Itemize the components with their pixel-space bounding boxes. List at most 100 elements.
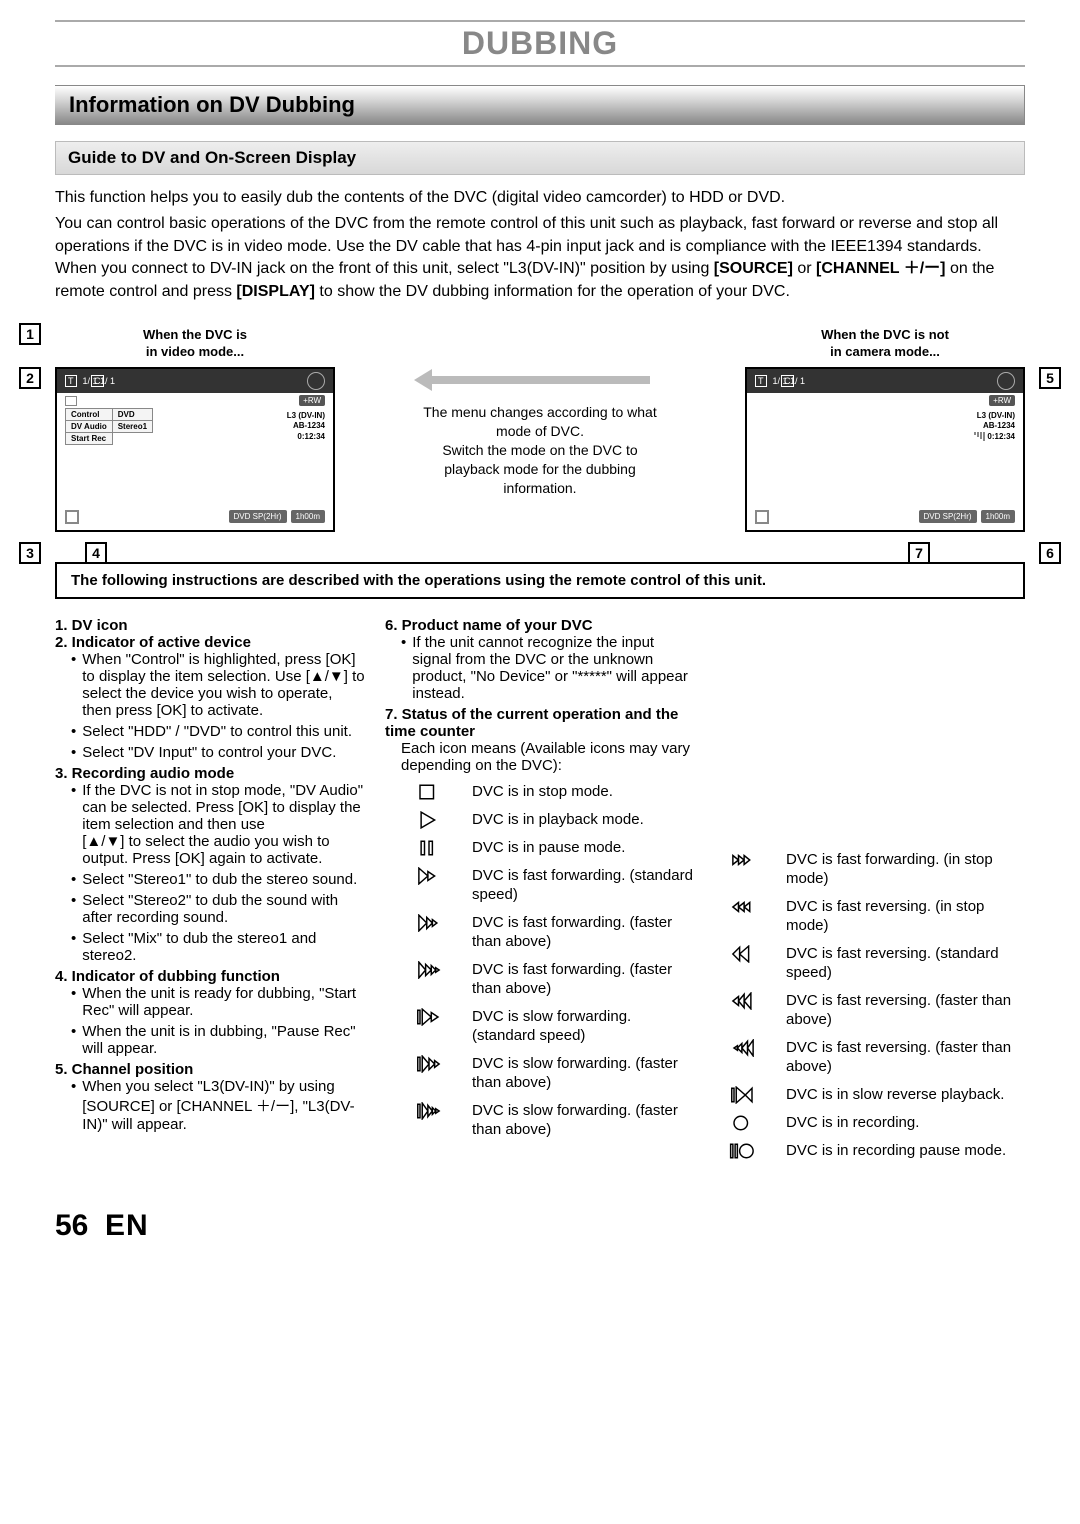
info-line: AB-1234 (287, 421, 325, 431)
bullet-text: When the unit is in dubbing, "Pause Rec"… (82, 1023, 365, 1057)
c-icon: C (91, 375, 104, 387)
channel-label: [CHANNEL ＋/ー] (816, 260, 945, 277)
icon-desc: DVC is in pause mode. (472, 838, 625, 858)
bullet-text: Select "Stereo2" to dub the sound with a… (82, 892, 365, 926)
center-caption: The menu changes according to what mode … (420, 403, 660, 497)
icon-desc: DVC is fast reversing. (standard speed) (786, 944, 1025, 983)
bottom-right: DVD SP(2Hr) 1h00m (229, 510, 325, 523)
ctrl-cell: Stereo1 (112, 420, 152, 432)
icon-desc: DVC is in stop mode. (472, 782, 613, 802)
rec-icon (715, 1113, 770, 1133)
item-2-title: 2. Indicator of active device (55, 634, 365, 651)
footer: 56 EN (55, 1209, 1025, 1243)
callout-5: 5 (1039, 367, 1061, 389)
col-1: 1. DV icon 2. Indicator of active device… (55, 617, 365, 1169)
ctrl-cell: Start Rec (66, 432, 113, 444)
page-title: DUBBING (55, 20, 1025, 67)
bullet-text: If the unit cannot recognize the input s… (412, 634, 695, 702)
sf2-icon (401, 1054, 456, 1074)
stop-box-icon (755, 510, 769, 524)
panel-info: L3 (DV-IN) AB-1234 0:12:34 (287, 411, 325, 442)
panel-left-caption: When the DVC is in video mode... (55, 327, 335, 361)
panel-top-bar: T 1/ 1 1/ 1 C (57, 369, 333, 393)
info-line: 0:12:34 (287, 432, 325, 442)
bullet: Select "HDD" / "DVD" to control this uni… (71, 723, 365, 740)
icon-row: DVC is fast reversing. (standard speed) (715, 944, 1025, 983)
intro-p1: This function helps you to easily dub th… (55, 187, 1025, 209)
icon-desc: DVC is fast forwarding. (faster than abo… (472, 960, 695, 999)
icon-row: DVC is fast forwarding. (faster than abo… (401, 913, 695, 952)
info-line: L3 (DV-IN) (287, 411, 325, 421)
diagram-area: When the DVC is in video mode... T 1/ 1 … (55, 327, 1025, 532)
callout-6: 6 (1039, 542, 1061, 564)
icon-row: DVC is fast forwarding. (in stop mode) (715, 850, 1025, 889)
icon-desc: DVC is slow forwarding. (standard speed) (472, 1007, 695, 1046)
icon-desc: DVC is in slow reverse playback. (786, 1085, 1004, 1105)
panel-left: When the DVC is in video mode... T 1/ 1 … (55, 327, 335, 532)
panel-bottom: DVD SP(2Hr) 1h00m (755, 510, 1015, 524)
osd-panel-right: T 1/ 1 1/ 1 C +RW L3 (DV-IN) AB-1234 0:1… (745, 367, 1025, 532)
icon-desc: DVC is slow forwarding. (faster than abo… (472, 1101, 695, 1140)
bullet-text: Select "HDD" / "DVD" to control this uni… (82, 723, 352, 740)
intro-text: This function helps you to easily dub th… (55, 187, 1025, 303)
bottom-right: DVD SP(2Hr) 1h00m (919, 510, 1015, 523)
bullet: When "Control" is highlighted, press [OK… (71, 651, 365, 719)
icon-row: DVC is fast forwarding. (standard speed) (401, 866, 695, 905)
ffs-icon (715, 850, 770, 870)
sf1-icon (401, 1007, 456, 1027)
rw-badge: +RW (989, 395, 1015, 406)
col-3: DVC is fast forwarding. (in stop mode) D… (715, 617, 1025, 1169)
lang-label: EN (105, 1209, 149, 1242)
ff1-icon (401, 866, 456, 886)
callout-4: 4 (85, 542, 107, 564)
icon-desc: DVC is fast forwarding. (standard speed) (472, 866, 695, 905)
bullet-text: Select "DV Input" to control your DVC. (82, 744, 336, 761)
bullet: If the DVC is not in stop mode, "DV Audi… (71, 782, 365, 867)
display-label: [DISPLAY] (236, 283, 315, 300)
osd-panel-left: T 1/ 1 1/ 1 C +RW ControlDVD DV AudioSte… (55, 367, 335, 532)
icon-desc: DVC is fast reversing. (in stop mode) (786, 897, 1025, 936)
sp-label: DVD SP(2Hr) (229, 510, 287, 523)
c-icon: C (781, 375, 794, 387)
bullet: Select "Stereo2" to dub the sound with a… (71, 892, 365, 926)
icon-desc: DVC is in recording pause mode. (786, 1141, 1006, 1161)
item-1-title: 1. DV icon (55, 617, 365, 634)
icon-row: DVC is slow forwarding. (faster than abo… (401, 1101, 695, 1140)
bullet-text: When you select "L3(DV-IN)" by using [SO… (82, 1078, 365, 1133)
bullet: Select "Mix" to dub the stereo1 and ster… (71, 930, 365, 964)
source-label: [SOURCE] (714, 260, 793, 277)
panel-right: When the DVC is not in camera mode... T … (745, 327, 1025, 532)
sp-label: DVD SP(2Hr) (919, 510, 977, 523)
icon-table-left: DVC is in stop mode. DVC is in playback … (401, 782, 695, 1140)
time-label: 1h00m (291, 510, 325, 523)
item-5-title: 5. Channel position (55, 1061, 365, 1078)
icon-desc: DVC is in recording. (786, 1113, 919, 1133)
intro-text-span: or (793, 260, 816, 277)
icon-desc: DVC is fast reversing. (faster than abov… (786, 991, 1025, 1030)
rr2-icon (715, 991, 770, 1011)
panel-info: L3 (DV-IN) AB-1234 0:12:34 (974, 411, 1015, 442)
disc-icon (997, 372, 1015, 390)
page-number: 56 (55, 1209, 88, 1242)
ctrl-cell: Control (66, 408, 113, 420)
bullet-text: Select "Stereo1" to dub the stereo sound… (82, 871, 357, 888)
callout-3: 3 (19, 542, 41, 564)
item-4-title: 4. Indicator of dubbing function (55, 968, 365, 985)
sub-header: Guide to DV and On-Screen Display (55, 141, 1025, 175)
bars-icon (974, 432, 985, 441)
instruction-bar: The following instructions are described… (55, 562, 1025, 599)
panel-bottom: DVD SP(2Hr) 1h00m (65, 510, 325, 524)
t-icon: T (755, 375, 767, 387)
intro-p2: You can control basic operations of the … (55, 213, 1025, 303)
icon-desc: DVC is fast forwarding. (in stop mode) (786, 850, 1025, 889)
bullet-text: When the unit is ready for dubbing, "Sta… (82, 985, 365, 1019)
panel-right-caption: When the DVC is not in camera mode... (745, 327, 1025, 361)
control-table: ControlDVD DV AudioStereo1 Start Rec (65, 408, 153, 445)
recp-icon (715, 1141, 770, 1161)
bullet: Select "Stereo1" to dub the stereo sound… (71, 871, 365, 888)
arrow-icon (420, 372, 650, 388)
ff3-icon (401, 960, 456, 980)
diagram-center: The menu changes according to what mode … (420, 372, 660, 497)
info-line: L3 (DV-IN) (974, 411, 1015, 421)
rw-badge: +RW (299, 395, 325, 406)
